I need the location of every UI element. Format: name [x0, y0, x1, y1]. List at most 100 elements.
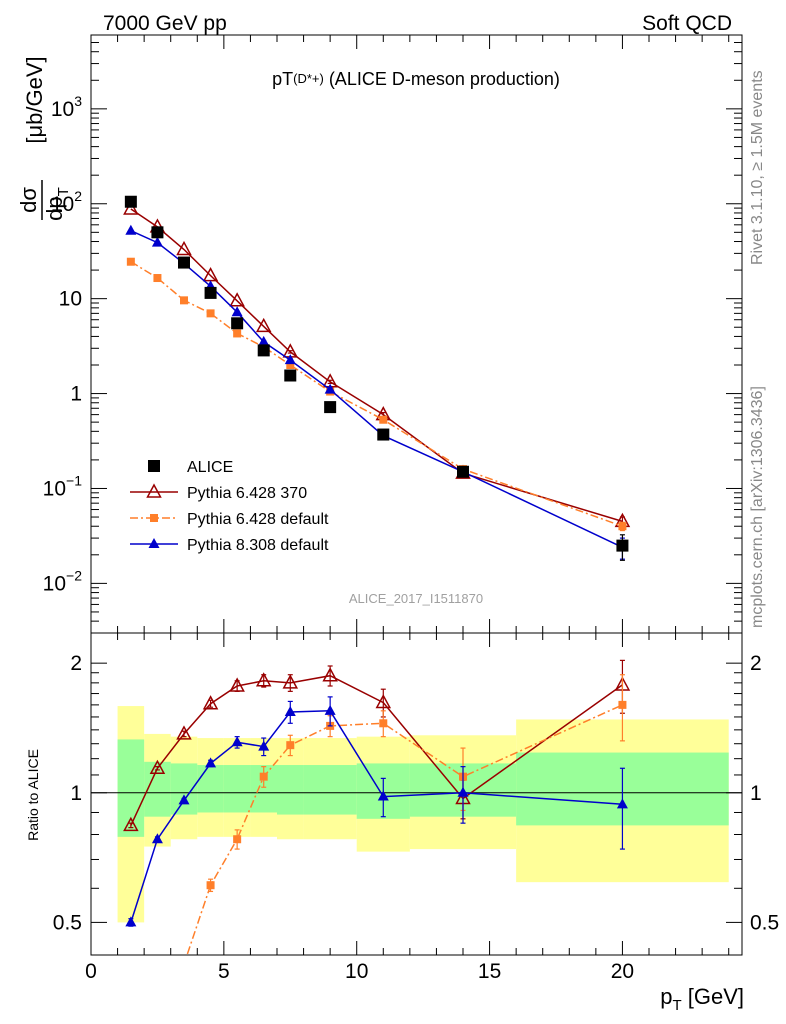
point-ratio-pythia6-default-4 — [233, 835, 242, 844]
point-ratio-pythia6-default-5 — [259, 772, 268, 781]
point-pythia6-370-0 — [123, 200, 139, 215]
point-ratio-pythia8-default-3 — [205, 757, 217, 768]
main-title: pT(D*+) (ALICE D-meson production) — [272, 69, 560, 89]
y-tick-label-0: 10−2 — [43, 567, 83, 595]
ratio-y-tick-label-right-2: 2 — [750, 652, 762, 675]
point-pythia6-default-1 — [153, 274, 162, 283]
series-pythia6-370 — [123, 200, 631, 528]
point-ratio-pythia6-370-4 — [229, 677, 245, 692]
point-ratio-pythia6-default-10 — [618, 700, 627, 709]
legend-marker-pythia8-default — [148, 538, 160, 548]
legend-marker-pythia6-default — [150, 514, 158, 522]
point-alice-5 — [257, 344, 270, 357]
point-ratio-pythia8-default-2 — [178, 794, 190, 805]
point-alice-3 — [204, 286, 217, 299]
ratio-panel: 0.5 0.51 12 20 5 10 15 20 Ratio to ALICE pT [Ge… — [25, 632, 779, 1014]
legend-marker-alice — [148, 460, 160, 472]
series-ratio-pythia8-default — [125, 696, 628, 927]
point-pythia6-default-2 — [180, 296, 188, 305]
main-panel: 10−2 10−1 1 10 102 103 pT(D*+) (ALICE D-meson… — [16, 34, 743, 634]
band-green-6 — [277, 765, 304, 815]
y-tick-label-1: 10−1 — [43, 472, 83, 500]
x-axis-label: pT [GeV] — [660, 984, 744, 1014]
main-ylabel: dσ dpT [μb/GeV] — [16, 56, 72, 220]
ratio-y-tick-label-right-0: 0.5 — [750, 911, 779, 934]
point-ratio-pythia6-default-3 — [206, 881, 215, 890]
point-ratio-pythia8-default-5 — [258, 740, 270, 751]
point-pythia8-default-4 — [231, 306, 243, 317]
point-pythia6-default-0 — [126, 257, 135, 266]
band-green-4 — [223, 765, 251, 813]
mcplots-label: mcplots.cern.ch [arXiv:1306.3436] — [749, 386, 766, 628]
point-ratio-pythia6-default-6 — [286, 741, 295, 750]
point-pythia8-default-7 — [324, 383, 336, 394]
ylabel-denominator: dpT — [42, 187, 72, 221]
point-ratio-pythia6-370-1 — [149, 759, 166, 775]
point-pythia6-default-3 — [206, 309, 215, 318]
point-ratio-pythia6-370-8 — [375, 693, 392, 709]
point-ratio-pythia8-default-6 — [284, 706, 296, 717]
point-alice-0 — [124, 195, 137, 208]
legend: ALICE Pythia 6.428 370 Pythia 6.428 defaul… — [130, 459, 329, 554]
point-alice-10 — [616, 539, 629, 552]
ratio-y-tick-label-right-1: 1 — [750, 782, 762, 805]
watermark: ALICE_2017_I1511870 — [349, 591, 483, 606]
band-green-3 — [197, 765, 224, 813]
point-pythia6-default-10 — [618, 522, 627, 531]
point-pythia6-370-5 — [255, 317, 272, 333]
point-alice-9 — [457, 465, 469, 478]
point-ratio-pythia6-370-0 — [123, 816, 139, 832]
ratio-y-tick-label-left-1: 1 — [70, 782, 82, 805]
legend-marker-pythia6-370 — [146, 483, 162, 498]
point-ratio-pythia6-default-2 — [180, 960, 188, 968]
x-tick-label-3: 15 — [478, 960, 501, 983]
band-green-7 — [303, 765, 357, 815]
point-ratio-pythia8-default-8 — [377, 790, 389, 801]
legend-label-pythia8-default: Pythia 8.308 default — [187, 537, 329, 554]
point-ratio-pythia8-default-10 — [616, 798, 628, 809]
point-pythia6-default-8 — [379, 415, 388, 424]
ylabel-unit: [μb/GeV] — [22, 56, 47, 143]
series-pythia8-default — [125, 224, 628, 560]
point-ratio-pythia6-370-6 — [282, 674, 299, 689]
point-pythia8-default-1 — [151, 236, 163, 247]
point-ratio-pythia8-default-4 — [231, 736, 243, 747]
point-ratio-pythia6-370-3 — [202, 695, 219, 710]
y-tick-label-5: 103 — [51, 93, 82, 121]
point-alice-4 — [231, 317, 244, 330]
x-tick-label-0: 0 — [85, 960, 97, 983]
x-tick-label-1: 5 — [218, 960, 230, 983]
header-right: Soft QCD — [642, 12, 732, 35]
point-pythia8-default-0 — [125, 224, 137, 235]
ratio-y-tick-label-left-2: 2 — [70, 652, 82, 675]
point-ratio-pythia8-default-0 — [125, 916, 137, 927]
series-line-pythia6-default — [130, 261, 623, 527]
band-green-1 — [144, 761, 171, 817]
ratio-y-tick-label-left-0: 0.5 — [53, 911, 82, 934]
point-pythia6-370-4 — [229, 292, 245, 307]
band-green-2 — [170, 763, 198, 815]
point-pythia8-default-5 — [258, 335, 270, 346]
ylabel-numerator: dσ — [16, 187, 41, 213]
ratio-frame — [90, 632, 743, 956]
y-tick-label-4: 102 — [51, 188, 82, 216]
legend-label-alice: ALICE — [187, 459, 233, 476]
x-tick-label-4: 20 — [611, 960, 634, 983]
point-alice-7 — [324, 401, 337, 414]
y-tick-label-3: 10 — [59, 288, 82, 311]
point-pythia8-default-6 — [284, 354, 296, 365]
rivet-label: Rivet 3.1.10, ≥ 1.5M events — [749, 70, 766, 265]
point-alice-1 — [151, 226, 164, 239]
header-left: 7000 GeV pp — [103, 12, 227, 35]
series-line-pythia6-370 — [130, 208, 623, 523]
x-tick-label-2: 10 — [345, 960, 368, 983]
point-pythia6-default-4 — [233, 329, 242, 338]
point-ratio-pythia6-default-8 — [379, 719, 388, 728]
point-ratio-pythia6-default-1 — [153, 996, 161, 1004]
point-pythia6-default-6 — [286, 360, 295, 369]
series-alice — [124, 195, 629, 561]
point-ratio-pythia6-370-5 — [255, 672, 272, 687]
point-ratio-pythia6-370-2 — [176, 725, 192, 740]
point-ratio-pythia8-default-1 — [151, 833, 163, 844]
